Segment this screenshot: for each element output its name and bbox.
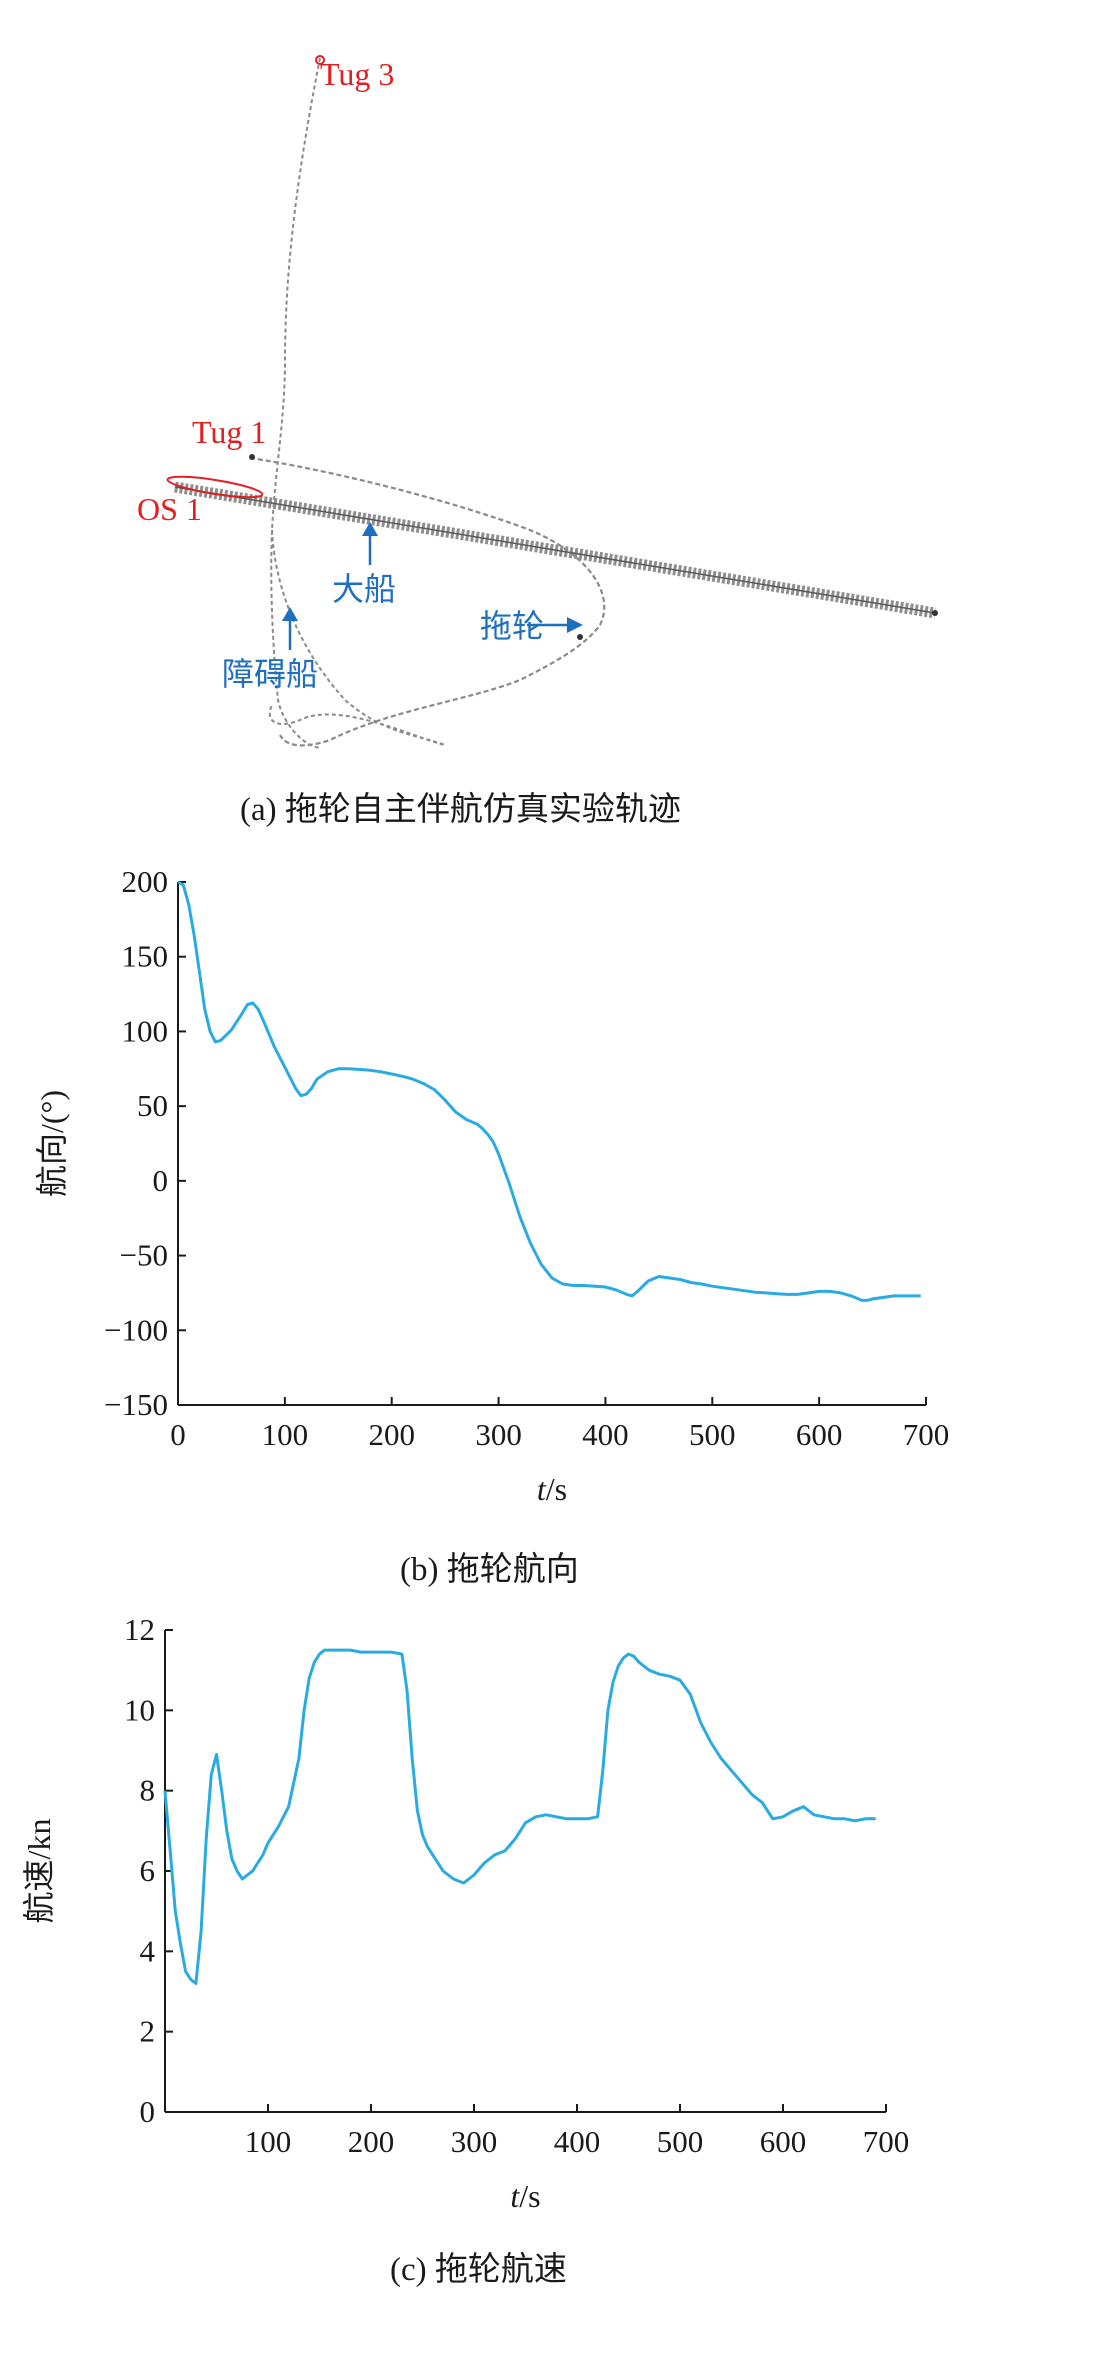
y-tick-label: 100	[122, 1013, 169, 1048]
x-tick-label: 200	[348, 2124, 395, 2159]
y-tick-label: 0	[153, 1163, 169, 1198]
x-tick-label: 500	[689, 1417, 736, 1452]
y-tick-label: 150	[122, 939, 169, 974]
speed-x-axis-label: t/s	[510, 2178, 540, 2214]
y-tick-label: 2	[140, 2014, 156, 2049]
caption-b: (b) 拖轮航向	[400, 1551, 579, 1588]
x-tick-label: 600	[796, 1417, 843, 1452]
arrow-big-ship	[362, 522, 378, 565]
os1-hull	[166, 475, 264, 499]
x-tick-label: 400	[554, 2124, 601, 2159]
caption-c: (c) 拖轮航速	[390, 2251, 567, 2288]
y-tick-label: 10	[124, 1692, 155, 1727]
tug3-marker	[315, 55, 325, 65]
x-tick-label: 0	[170, 1417, 186, 1452]
speed-series-line	[163, 1648, 876, 1985]
x-tick-label: 400	[582, 1417, 629, 1452]
y-tick-label: 4	[140, 1933, 156, 1968]
label-os1: OS 1	[137, 491, 202, 527]
x-tick-label: 100	[245, 2124, 292, 2159]
trajectory-panel: Tug 3 Tug 1 OS 1 大船 拖轮 障碍船 (a) 拖轮自主伴航仿真实…	[137, 55, 938, 828]
tug3-track	[270, 57, 321, 749]
y-tick-label: −100	[104, 1312, 168, 1347]
label-obstacle-ship: 障碍船	[222, 655, 318, 693]
x-tick-label: 700	[903, 1417, 950, 1452]
speed-y-axis-label: 航速/kn	[21, 1819, 57, 1924]
x-tick-label: 100	[262, 1417, 309, 1452]
arrow-tug	[527, 617, 583, 633]
y-tick-label: 8	[140, 1773, 156, 1808]
x-tick-label: 300	[451, 2124, 498, 2159]
x-tick-label: 500	[657, 2124, 704, 2159]
y-tick-label: 50	[137, 1088, 168, 1123]
caption-a: (a) 拖轮自主伴航仿真实验轨迹	[240, 791, 681, 828]
label-tug1: Tug 1	[192, 414, 266, 450]
x-tick-label: 200	[368, 1417, 415, 1452]
speed-axes	[164, 1630, 886, 2113]
label-tug: 拖轮	[480, 607, 544, 645]
speed-chart: 0 2 4 6 8 10 12 100 200 300 400 500 600 700 航速/kn t/s…	[21, 1612, 909, 2288]
y-tick-label: 200	[122, 864, 169, 899]
heading-x-axis-label: t/s	[537, 1471, 567, 1507]
speed-ticks: 0 2 4 6 8 10 12 100 200 300 400 500 600 700	[124, 1612, 909, 2159]
y-tick-label: −150	[104, 1387, 168, 1422]
label-tug3: Tug 3	[320, 56, 394, 92]
y-tick-label: 0	[140, 2094, 156, 2129]
obstacle-ship-track	[268, 529, 446, 746]
x-tick-label: 300	[475, 1417, 522, 1452]
heading-y-axis-label: 航向/(°)	[34, 1090, 70, 1197]
arrow-obstacle-ship	[282, 607, 298, 650]
tug-track	[249, 456, 606, 747]
x-tick-label: 700	[863, 2124, 910, 2159]
label-big-ship: 大船	[332, 570, 396, 608]
heading-series-line	[177, 880, 921, 1302]
y-tick-label: −50	[120, 1238, 168, 1273]
heading-axes	[177, 882, 926, 1406]
y-tick-label: 12	[124, 1612, 155, 1647]
x-tick-label: 600	[760, 2124, 807, 2159]
y-tick-label: 6	[140, 1853, 156, 1888]
